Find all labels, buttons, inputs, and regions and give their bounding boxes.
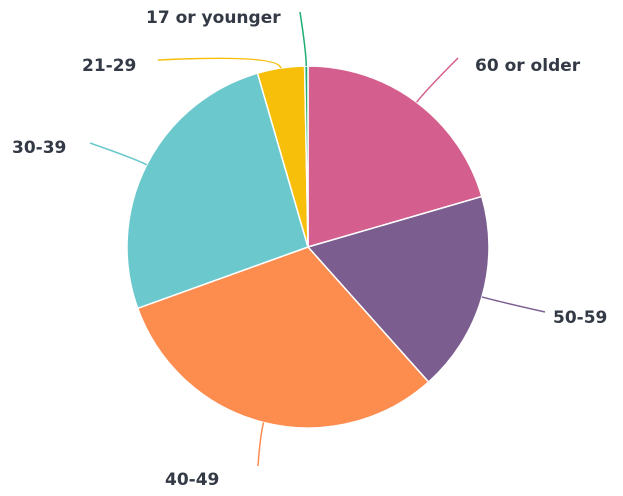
pie-slice: [307, 65, 483, 248]
leader-line: [157, 57, 282, 69]
leader-line: [299, 11, 308, 67]
slice-label: 17 or younger: [146, 8, 281, 28]
slice-label: 50-59: [553, 308, 607, 328]
slice-label: 40-49: [165, 470, 219, 490]
pie-slice: [136, 246, 430, 429]
slice-label: 30-39: [12, 138, 66, 158]
pie-slice: [126, 72, 309, 310]
leader-line: [481, 296, 546, 313]
pie-slice: [303, 65, 309, 248]
leader-line: [89, 142, 148, 166]
slice-label: 21-29: [82, 56, 136, 76]
leader-line: [416, 57, 459, 103]
pie-slice: [306, 195, 490, 384]
slice-label: 60 or older: [475, 56, 581, 76]
leader-line: [257, 422, 265, 467]
